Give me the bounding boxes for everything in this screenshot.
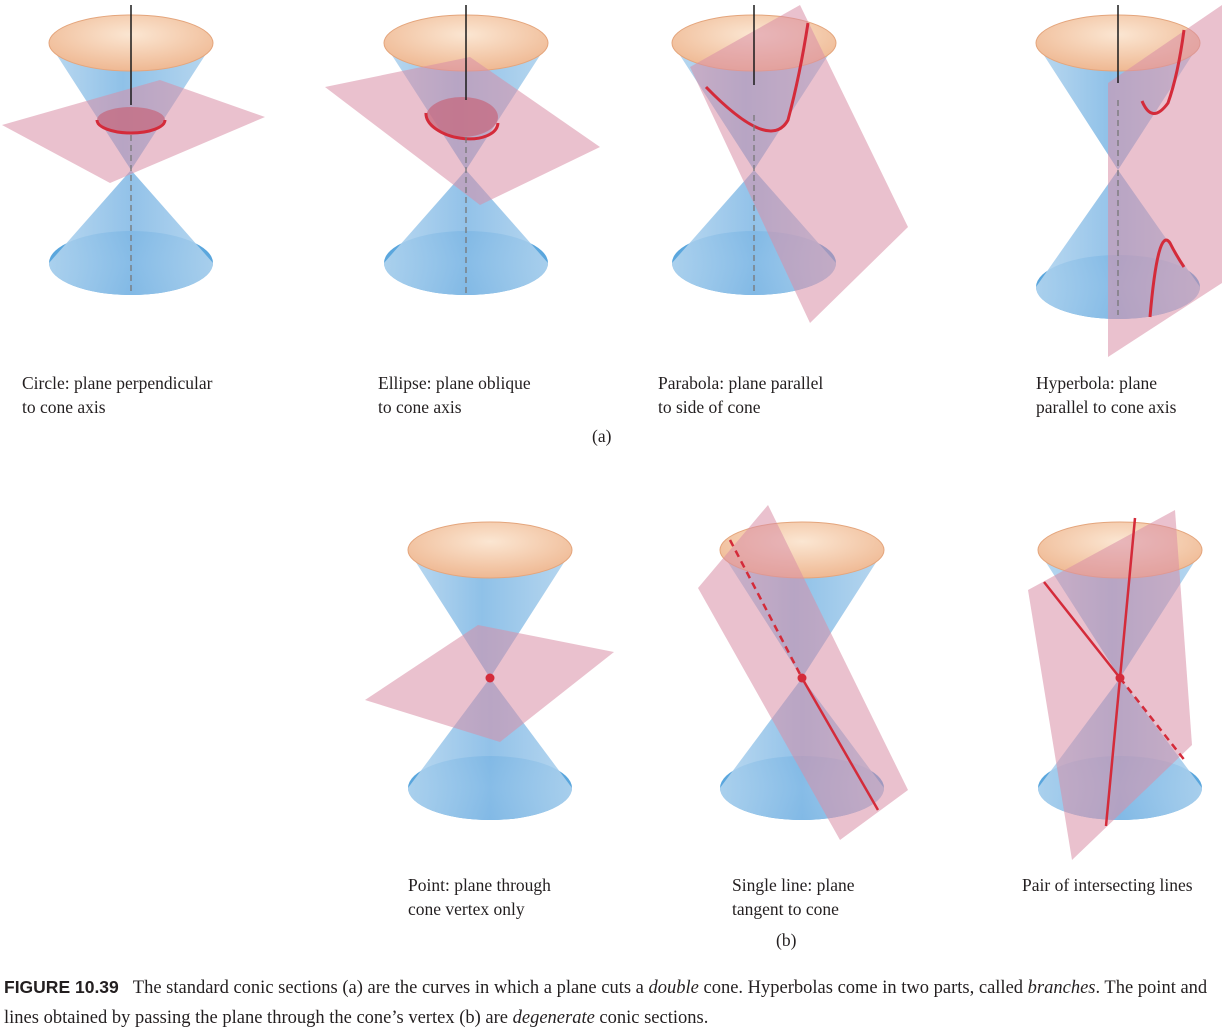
caption-emphasis: double: [648, 978, 699, 998]
caption-line: cone vertex only: [408, 899, 525, 919]
vertex-point: [797, 673, 807, 683]
cutting-plane: [690, 5, 908, 323]
caption-line: Parabola: plane parallel: [658, 373, 824, 393]
ellipse-diagram: [320, 5, 610, 335]
hyperbola-caption: Hyperbola: plane parallel to cone axis: [1036, 371, 1176, 419]
line-pair-caption: Pair of intersecting lines: [1022, 873, 1193, 897]
intersecting-line-2-lower: [1104, 677, 1122, 827]
tangent-line-lower: [800, 677, 880, 811]
caption-line: to cone axis: [378, 397, 462, 417]
parabola-curve: [704, 22, 810, 133]
ellipse-caption: Ellipse: plane oblique to cone axis: [378, 371, 531, 419]
ellipse-curve: [424, 112, 500, 141]
section-disk: [426, 97, 498, 137]
cutting-plane: [365, 625, 614, 742]
intersecting-line-1-lower: [1119, 677, 1187, 763]
point-diagram: [360, 520, 620, 820]
line-pair-diagram: [1010, 500, 1229, 870]
cutting-plane: [1108, 5, 1222, 357]
caption-text: conic sections.: [594, 1008, 709, 1028]
intersecting-line-2: [1118, 517, 1137, 679]
hyperbola-diagram: [1000, 5, 1229, 360]
caption-emphasis: degenerate: [512, 1008, 595, 1028]
caption-line: to side of cone: [658, 397, 761, 417]
parabola-caption: Parabola: plane parallel to side of cone: [658, 371, 823, 419]
double-cone: [48, 14, 214, 295]
caption-line: Hyperbola: plane: [1036, 373, 1157, 393]
caption-line: parallel to cone axis: [1036, 397, 1177, 417]
part-a-label: (a): [592, 426, 612, 446]
caption-text: The standard conic sections (a) are the …: [132, 978, 649, 998]
caption-line: tangent to cone: [732, 899, 839, 919]
cutting-plane: [698, 505, 908, 840]
caption-text: cone. Hyperbolas come in two parts, call…: [698, 978, 1028, 998]
caption-line: Circle: plane perpendicular: [22, 373, 213, 393]
vertex-point: [1115, 673, 1125, 683]
single-line-diagram: [690, 500, 920, 840]
caption-line: Single line: plane: [732, 875, 855, 895]
hyperbola-lower-branch: [1148, 238, 1186, 318]
caption-line: Ellipse: plane oblique: [378, 373, 531, 393]
caption-text: . The point and lines obtained by passin…: [4, 978, 1208, 1028]
circle-diagram: [0, 5, 270, 335]
caption-line: Point: plane through: [408, 875, 551, 895]
caption-line: Pair of intersecting lines: [1022, 875, 1193, 895]
point-caption: Point: plane through cone vertex only: [408, 873, 551, 921]
figure-caption: FIGURE 10.39 The standard conic sections …: [4, 972, 1226, 1033]
single-line-caption: Single line: plane tangent to cone: [732, 873, 854, 921]
tangent-line-upper: [728, 539, 804, 679]
caption-emphasis: branches: [1027, 978, 1096, 998]
intersecting-line-1: [1043, 581, 1121, 679]
parabola-diagram: [620, 5, 920, 335]
vertex-point: [485, 673, 495, 683]
circle-caption: Circle: plane perpendicular to cone axis: [22, 371, 212, 419]
caption-line: to cone axis: [22, 397, 106, 417]
circle-curve: [95, 119, 167, 135]
double-cone: [407, 521, 573, 820]
cutting-plane: [1028, 510, 1192, 860]
section-disk: [97, 107, 165, 133]
part-b-label: (b): [776, 930, 797, 950]
hyperbola-upper-branch: [1140, 29, 1186, 115]
figure-number: FIGURE 10.39: [4, 977, 119, 997]
